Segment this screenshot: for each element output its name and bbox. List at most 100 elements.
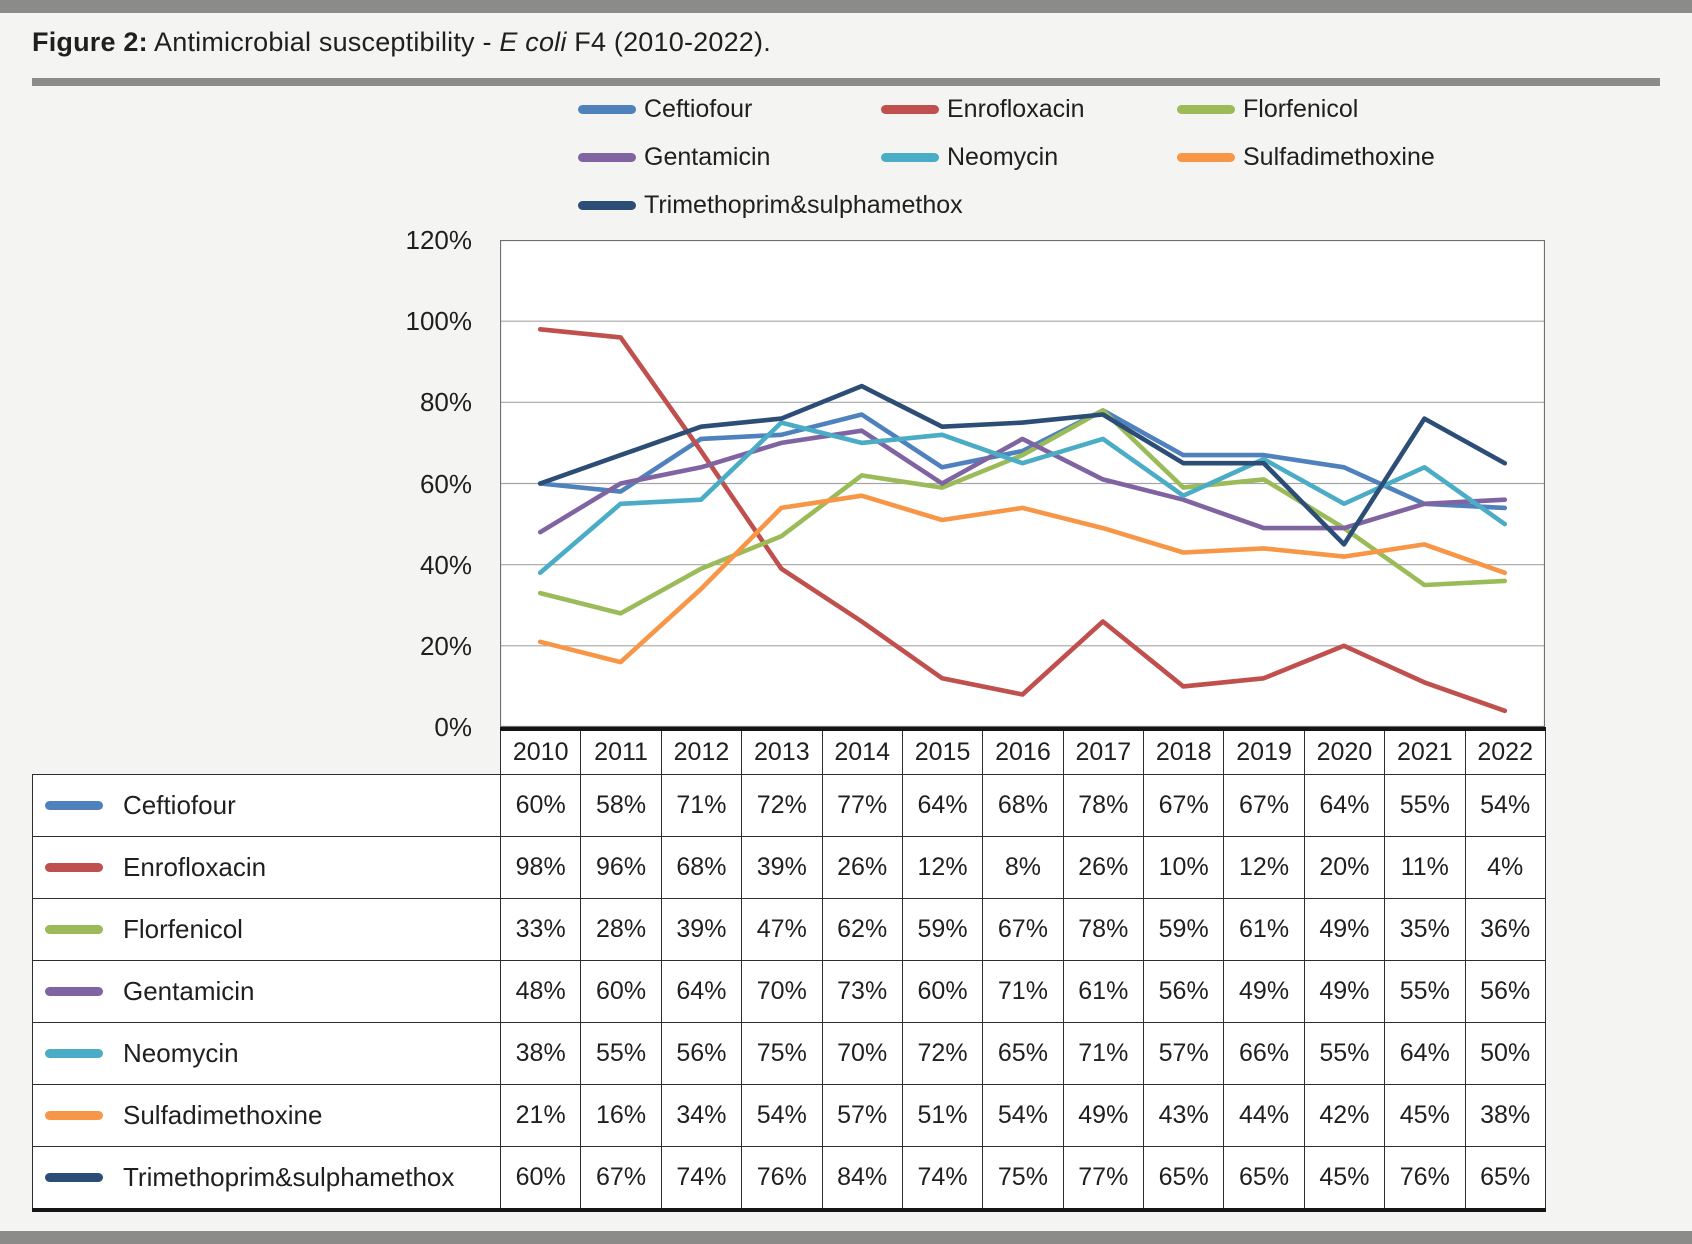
series-swatch-icon (45, 1049, 103, 1058)
legend-item: Enrofloxacin (881, 95, 1177, 124)
year-column-header: 2013 (741, 727, 823, 775)
value-cell: 28% (580, 898, 662, 961)
value-cell: 67% (982, 898, 1064, 961)
value-cell: 67% (1142, 774, 1225, 837)
series-label: Sulfadimethoxine (34, 1100, 500, 1131)
series-line (537, 420, 1508, 576)
year-column-header: 2021 (1384, 727, 1466, 775)
y-axis-tick-label: 0% (434, 712, 472, 742)
value-cell: 72% (741, 774, 823, 837)
value-cell: 55% (1384, 960, 1466, 1023)
series-swatch-icon (45, 987, 103, 996)
value-cell: 45% (1303, 1146, 1386, 1212)
series-label-cell: Ceftiofour (32, 774, 501, 837)
value-cell: 54% (741, 1084, 823, 1147)
value-cell: 60% (901, 960, 984, 1023)
value-cell: 26% (821, 836, 903, 899)
value-cell: 39% (660, 898, 743, 961)
figure-title-suffix: F4 (2010-2022). (566, 27, 771, 57)
value-cell: 84% (821, 1146, 903, 1212)
value-cell: 54% (982, 1084, 1064, 1147)
value-cell: 49% (1303, 960, 1386, 1023)
legend-swatch-icon (578, 200, 636, 210)
chart-svg (500, 240, 1545, 727)
value-cell: 51% (901, 1084, 984, 1147)
figure-title-italic: E coli (499, 27, 567, 57)
value-cell: 56% (1142, 960, 1225, 1023)
table-row: Enrofloxacin 98% 96% 68% 39% 26% 12% 8% 26% 10% 12… (32, 836, 1546, 899)
value-cell: 65% (982, 1022, 1064, 1085)
value-cell: 12% (1223, 836, 1305, 899)
value-cell: 65% (1142, 1146, 1225, 1212)
value-cell: 49% (1223, 960, 1305, 1023)
value-cell: 50% (1464, 1022, 1546, 1085)
table-row: Gentamicin 48% 60% 64% 70% 73% 60% 71% 61% 56% 49%… (32, 960, 1546, 1023)
value-cell: 21% (499, 1084, 582, 1147)
series-line (537, 408, 1508, 511)
value-cell: 64% (901, 774, 984, 837)
value-cell: 16% (580, 1084, 662, 1147)
value-cell: 78% (1062, 898, 1145, 961)
value-cell: 34% (660, 1084, 743, 1147)
series-name: Enrofloxacin (123, 852, 267, 882)
series-swatch-icon (45, 925, 103, 934)
value-cell: 56% (660, 1022, 743, 1085)
year-column-header: 2011 (580, 727, 662, 775)
series-label: Florfenicol (34, 914, 500, 945)
series-name: Sulfadimethoxine (123, 1100, 323, 1130)
value-cell: 61% (1062, 960, 1145, 1023)
value-cell: 96% (580, 836, 662, 899)
value-cell: 38% (1464, 1084, 1546, 1147)
value-cell: 98% (499, 836, 582, 899)
value-cell: 39% (741, 836, 823, 899)
bottom-divider-bar (0, 1231, 1692, 1244)
legend-item: Sulfadimethoxine (1177, 143, 1497, 172)
value-cell: 59% (1142, 898, 1225, 961)
series-label-cell: Florfenicol (32, 898, 501, 961)
series-swatch-icon (45, 1173, 103, 1182)
value-cell: 71% (1062, 1022, 1145, 1085)
value-cell: 64% (1303, 774, 1386, 837)
value-cell: 44% (1223, 1084, 1305, 1147)
table-corner (33, 729, 501, 775)
series-label: Trimethoprim&sulphamethox (34, 1162, 500, 1193)
legend-swatch-icon (1177, 104, 1235, 114)
series-line (537, 327, 1508, 714)
series-name: Ceftiofour (123, 790, 236, 820)
series-label-cell: Trimethoprim&sulphamethox (32, 1146, 501, 1212)
figure-title-text: Antimicrobial susceptibility - (147, 27, 500, 57)
legend-label: Enrofloxacin (947, 94, 1085, 123)
value-cell: 60% (499, 1146, 582, 1212)
value-cell: 20% (1303, 836, 1386, 899)
value-cell: 68% (982, 774, 1064, 837)
value-cell: 64% (1384, 1022, 1466, 1085)
value-cell: 26% (1062, 836, 1145, 899)
data-table: 2010 2011 2012 2013 2014 2015 2016 2017 2018 2019… (32, 727, 1546, 1212)
value-cell: 76% (1384, 1146, 1466, 1212)
legend: Ceftiofour Enrofloxacin Florfenicol Gentami… (578, 85, 1497, 229)
table-row: Sulfadimethoxine 21% 16% 34% 54% 57% 51% 54% 49%… (32, 1084, 1546, 1147)
year-column-header: 2020 (1303, 727, 1386, 775)
value-cell: 58% (580, 774, 662, 837)
series-swatch-icon (45, 1111, 103, 1120)
year-column-header: 2022 (1464, 727, 1546, 775)
value-cell: 45% (1384, 1084, 1466, 1147)
value-cell: 77% (1062, 1146, 1145, 1212)
legend-label: Gentamicin (644, 142, 771, 171)
legend-label: Ceftiofour (644, 94, 753, 123)
table-row: Trimethoprim&sulphamethox 60% 67% 74% 76% 84%… (32, 1146, 1546, 1212)
year-column-header: 2019 (1223, 727, 1305, 775)
legend-item: Gentamicin (578, 143, 881, 172)
value-cell: 49% (1062, 1084, 1145, 1147)
y-axis-tick-label: 100% (405, 306, 473, 337)
value-cell: 4% (1464, 836, 1546, 899)
value-cell: 38% (499, 1022, 582, 1085)
series-label: Ceftiofour (34, 790, 500, 821)
value-cell: 8% (982, 836, 1064, 899)
value-cell: 66% (1223, 1022, 1305, 1085)
legend-item: Ceftiofour (578, 95, 881, 124)
legend-label: Trimethoprim&sulphamethox (644, 190, 963, 219)
table-header-row: 2010 2011 2012 2013 2014 2015 2016 2017 2018 2019… (33, 727, 1546, 775)
value-cell: 57% (1142, 1022, 1225, 1085)
